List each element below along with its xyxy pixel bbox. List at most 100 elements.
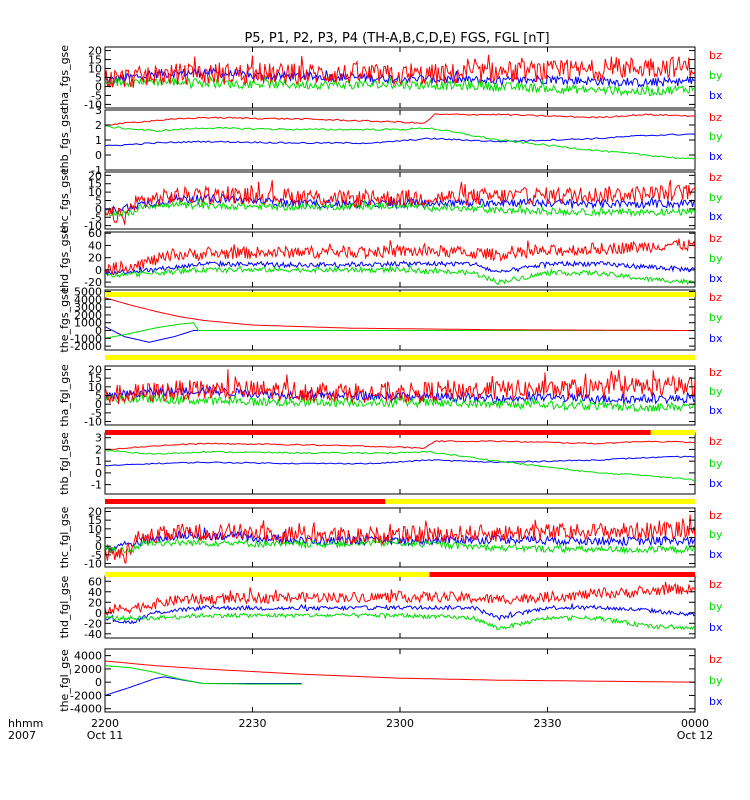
series-group [105,113,695,160]
series-group [105,238,695,286]
status-bar-segment [105,430,651,435]
y-tick-label: 15 [88,54,102,67]
legend-bx: bx [709,404,723,417]
y-tick-label: 2 [95,119,102,132]
y-tick-label: 20 [88,596,102,609]
series-group [105,54,695,97]
y-tick-label: 0 [95,325,102,338]
x-tick-label: 2200 [91,717,119,730]
status-bar-segment [105,572,430,577]
y-tick-label: 0 [95,540,102,553]
y-tick-label: 3000 [74,301,102,314]
series-line-bz [105,514,695,564]
y-tick-label: 4000 [74,650,102,663]
y-tick-label: 15 [88,372,102,385]
y-tick-label: 5 [95,72,102,85]
y-axis-label: thc_fgs_gse [58,168,71,233]
series-line-by [105,665,302,685]
y-axis-label: thd_fgl_gse [58,575,71,638]
y-tick-label: 20 [88,363,102,376]
legend-bz: bz [709,366,722,379]
panel-frame [104,289,696,351]
y-tick-label: -10 [84,416,102,429]
y-tick-label: 2000 [74,309,102,322]
panel-frame [104,231,696,288]
y-tick-label: -40 [84,628,102,641]
legend-by: by [709,130,723,143]
legend-by: by [709,191,723,204]
y-tick-label: 15 [88,178,102,191]
x-tick-label: 2330 [534,717,562,730]
legend-bx: bx [709,272,723,285]
legend-bz: bz [709,653,722,666]
series-group [105,581,695,631]
legend-by: by [709,528,723,541]
y-tick-label: 4000 [74,293,102,306]
y-tick-label: 0 [95,264,102,277]
y-tick-label: -2000 [70,689,102,702]
y-tick-label: 5 [95,390,102,403]
legend-by: by [709,385,723,398]
y-tick-label: 3 [95,432,102,445]
legend-bz: bz [709,509,722,522]
series-line-bz [105,297,695,331]
x-tick-label: 0000 [681,717,709,730]
series-line-by [105,263,695,286]
y-tick-label: 20 [88,45,102,58]
y-tick-label: 0 [95,467,102,480]
y-tick-label: -20 [84,617,102,630]
y-tick-label: 0 [95,203,102,216]
y-tick-label: 10 [88,63,102,76]
x-tick-sublabel: Oct 12 [677,729,714,742]
y-axis-label: thb_fgl_gse [58,432,71,495]
panel-frame [104,46,696,109]
legend-by: by [709,600,723,613]
legend-bz: bz [709,435,722,448]
legend-bx: bx [709,621,723,634]
series-line-by [105,450,695,481]
y-axis-label: tha_fgs_gse [58,45,71,110]
legend-bx: bx [709,210,723,223]
y-tick-label: 5000 [74,286,102,299]
status-bars-group [105,292,695,577]
y-tick-label: 1 [95,134,102,147]
x-tick-sublabel: Oct 11 [87,729,124,742]
x-tick-label: 2300 [386,717,414,730]
series-line-bx [105,676,302,696]
y-axis-label: tha_fgl_gse [58,364,71,427]
y-tick-label: 2 [95,443,102,456]
y-tick-label: -20 [84,276,102,289]
series-line-bz [105,440,695,451]
status-bar-segment [105,355,695,360]
legend-by: by [709,457,723,470]
y-axis-label: thd_fgs_gse [58,227,71,293]
series-line-bx [105,133,695,147]
panel-the_fgs_gse: -2000-1000010002000300040005000the_fgs_g… [58,286,723,354]
y-tick-label: -4000 [70,703,102,716]
legend-bx: bx [709,477,723,490]
y-tick-label: 0 [95,607,102,620]
status-bar-segment [385,499,695,504]
series-line-bz [105,54,695,88]
legend-bz: bz [709,111,722,124]
y-tick-label: 40 [88,239,102,252]
legend-by: by [709,252,723,265]
y-tick-label: 5 [95,195,102,208]
y-tick-label: 0 [95,80,102,93]
series-line-by [105,75,695,97]
y-tick-label: 0 [95,398,102,411]
y-tick-label: 3 [95,104,102,117]
y-tick-label: -10 [84,98,102,111]
legend-bx: bx [709,332,723,345]
status-bar-segment [105,499,386,504]
series-line-bz [105,660,695,683]
y-tick-label: 1 [95,455,102,468]
y-tick-label: 20 [88,169,102,182]
